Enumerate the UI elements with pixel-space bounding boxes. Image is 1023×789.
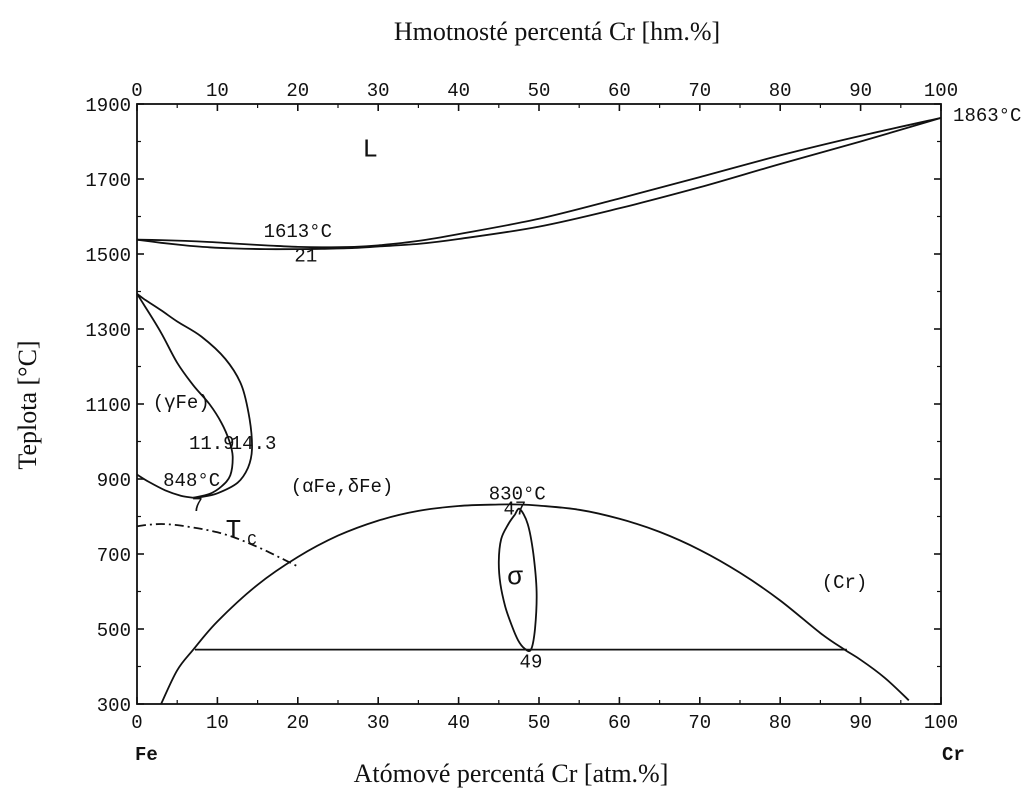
phase-boundary-1: [136, 117, 942, 249]
top-tick-label: 100: [924, 80, 958, 102]
x-tick-label: 30: [367, 712, 390, 734]
bottom-axis: 0 10 20 30 40 50 60 70 80 90 100: [131, 697, 958, 734]
region-label: L: [362, 135, 378, 165]
top-tick-label: 0: [131, 80, 142, 102]
phase-boundary-2: [136, 117, 942, 251]
y-axis-title: Teplota [°C]: [13, 340, 42, 469]
annotation-label: 7: [192, 495, 203, 517]
x-tick-label: 20: [286, 712, 309, 734]
region-label: (γFe): [153, 392, 210, 414]
phase-boundary-5: [136, 473, 194, 499]
annotation-label: C: [247, 532, 257, 550]
top-tick-label: 40: [447, 80, 470, 102]
phase-boundaries: [136, 117, 942, 705]
y-tick-label: 1700: [85, 170, 131, 192]
y-tick-label: 500: [97, 620, 131, 642]
y-tick-label: 900: [97, 470, 131, 492]
annotation-label: 47: [503, 499, 526, 521]
annotation-label: 21: [294, 246, 317, 268]
y-axis: 300 500 700 900 1100 1300 1500 1700 1900: [85, 95, 941, 717]
phase-boundary-6: [136, 523, 299, 568]
region-label: (αFe,δFe): [291, 476, 394, 498]
y-tick-label: 700: [97, 545, 131, 567]
x-tick-label: 50: [528, 712, 551, 734]
y-tick-label: 1100: [85, 395, 131, 417]
right-element-label: Cr: [942, 744, 965, 766]
x-tick-label: 0: [131, 712, 142, 734]
x-tick-label: 100: [924, 712, 958, 734]
y-tick-label: 300: [97, 695, 131, 717]
top-tick-label: 80: [769, 80, 792, 102]
phase-boundary-3: [136, 293, 234, 499]
top-tick-label: 70: [688, 80, 711, 102]
y-tick-label: 1900: [85, 95, 131, 117]
x-tick-label: 40: [447, 712, 470, 734]
phase-region-labels: L (γFe) (αFe,δFe) σ (Cr): [153, 135, 868, 594]
y-tick-label: 1500: [85, 245, 131, 267]
phase-boundary-7: [160, 503, 910, 705]
top-tick-label: 90: [849, 80, 872, 102]
annotation-label: 49: [520, 651, 543, 673]
top-tick-label: 50: [528, 80, 551, 102]
top-tick-label: 10: [206, 80, 229, 102]
left-element-label: Fe: [135, 744, 158, 766]
region-label: σ: [507, 562, 523, 592]
annotation-label: 14.3: [231, 433, 277, 455]
y-tick-label: 1300: [85, 320, 131, 342]
region-label: (Cr): [822, 572, 868, 594]
x-tick-label: 90: [849, 712, 872, 734]
x-tick-label: 70: [688, 712, 711, 734]
top-axis-title: Hmotnosté percentá Cr [hm.%]: [394, 17, 720, 46]
x-tick-label: 10: [206, 712, 229, 734]
annotation-label: T: [226, 515, 242, 545]
top-tick-label: 30: [367, 80, 390, 102]
annotations: 1863°C 1613°C 21 11.914.3 848°C 7 T C 830°C47 49: [163, 105, 1021, 673]
annotation-label: 1863°C: [953, 105, 1021, 127]
plot-frame: [136, 103, 942, 705]
annotation-label: 848°C: [163, 470, 220, 492]
x-tick-label: 80: [769, 712, 792, 734]
top-axis: 0 10 20 30 40 50 60 70 80 90 100: [131, 80, 958, 111]
top-tick-label: 60: [608, 80, 631, 102]
plot-border: [136, 103, 942, 705]
annotation-label: 830°C: [489, 484, 546, 506]
top-tick-label: 20: [286, 80, 309, 102]
phase-boundary-4: [136, 293, 253, 499]
phase-boundary-9: [497, 507, 538, 653]
annotation-label: 11.9: [189, 433, 235, 455]
x-tick-label: 60: [608, 712, 631, 734]
x-axis-title: Atómové percentá Cr [atm.%]: [354, 759, 669, 788]
annotation-label: 1613°C: [264, 221, 332, 243]
